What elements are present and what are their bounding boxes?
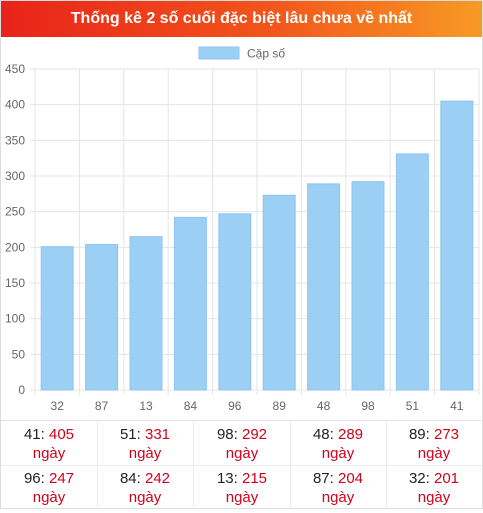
- stat-pair-number: 41: [23, 426, 41, 443]
- stat-separator: :: [329, 426, 338, 443]
- stat-days-value: 242: [145, 470, 171, 487]
- x-tick-label: 48: [317, 399, 331, 413]
- stat-days-unit: ngày: [417, 445, 451, 462]
- bar-87: [85, 243, 119, 391]
- x-tick-label: 32: [51, 399, 65, 413]
- stat-days-value: 215: [242, 470, 268, 487]
- stats-table: 41: 405 ngày 51: 331 ngày 98: 292 ngày 48: 289…: [1, 420, 482, 509]
- stat-cell: 96: 247 ngày: [4, 469, 94, 513]
- stat-days-value: 204: [338, 470, 364, 487]
- y-tick-label: 200: [5, 240, 25, 254]
- stat-pair-number: 89: [408, 426, 426, 443]
- stat-days-value: 201: [434, 470, 460, 487]
- stat-cell: 32: 201 ngày: [389, 469, 479, 513]
- stat-separator: :: [40, 470, 49, 487]
- y-tick-label: 150: [5, 276, 25, 290]
- stat-days-value: 273: [434, 426, 460, 443]
- x-tick-label: 41: [450, 399, 464, 413]
- bar-13: [129, 236, 163, 391]
- stat-days-unit: ngày: [128, 445, 162, 462]
- stat-separator: :: [233, 470, 242, 487]
- y-tick-label: 450: [5, 62, 25, 76]
- x-tick-label: 87: [95, 399, 109, 413]
- stat-days-value: 289: [338, 426, 364, 443]
- stat-days-value: 247: [49, 470, 75, 487]
- stat-days-value: 292: [242, 426, 268, 443]
- bar-96: [218, 213, 252, 391]
- x-tick-label: 89: [273, 399, 287, 413]
- stat-separator: :: [136, 470, 145, 487]
- stat-days-unit: ngày: [32, 445, 66, 462]
- y-tick-label: 300: [5, 169, 25, 183]
- stat-pair-number: 84: [119, 470, 137, 487]
- stat-separator: :: [233, 426, 242, 443]
- stat-days-value: 331: [145, 426, 171, 443]
- y-tick-label: 0: [18, 383, 25, 397]
- x-tick-label: 96: [228, 399, 242, 413]
- panel-header: Thống kê 2 số cuối đặc biệt lâu chưa về …: [1, 1, 482, 37]
- stat-pair-number: 96: [23, 470, 41, 487]
- bar-chart: Cặp số 0 50 100 150 200 250 300 350 400 450 32 87 13 8…: [1, 39, 482, 414]
- bar-84: [173, 216, 207, 391]
- bar-32: [40, 246, 74, 391]
- stat-cell: 84: 242 ngày: [100, 469, 190, 513]
- stat-pair-number: 32: [408, 470, 426, 487]
- bar-89: [262, 194, 296, 391]
- bar-chart-svg: Cặp số 0 50 100 150 200 250 300 350 400 450 32 87 13 8…: [5, 46, 480, 413]
- stat-days-unit: ngày: [417, 489, 451, 506]
- y-tick-label: 400: [5, 98, 25, 112]
- stat-days-unit: ngày: [225, 445, 259, 462]
- stat-separator: :: [136, 426, 145, 443]
- stat-days-unit: ngày: [128, 489, 162, 506]
- x-tick-label: 13: [139, 399, 153, 413]
- stat-cell: 98: 292 ngày: [197, 425, 287, 469]
- bar-98: [351, 181, 385, 391]
- y-tick-label: 50: [12, 347, 26, 361]
- stat-pair-number: 13: [216, 470, 234, 487]
- stat-days-unit: ngày: [321, 489, 355, 506]
- stat-pair-number: 87: [312, 470, 330, 487]
- stat-cell: 48: 289 ngày: [293, 425, 383, 469]
- stat-cell: 89: 273 ngày: [389, 425, 479, 469]
- stat-cell: 13: 215 ngày: [197, 469, 287, 513]
- legend-swatch: [198, 46, 240, 60]
- y-tick-label: 250: [5, 205, 25, 219]
- stat-pair-number: 98: [216, 426, 234, 443]
- bar-48: [307, 183, 341, 391]
- stat-cell: 41: 405 ngày: [4, 425, 94, 469]
- stat-pair-number: 48: [312, 426, 330, 443]
- stat-pair-number: 51: [119, 426, 137, 443]
- x-tick-label: 84: [184, 399, 198, 413]
- bar-41: [440, 100, 474, 391]
- stat-separator: :: [425, 426, 434, 443]
- stat-cell: 51: 331 ngày: [100, 425, 190, 469]
- stat-days-unit: ngày: [321, 445, 355, 462]
- table-divider: [1, 465, 482, 466]
- x-tick-label: 51: [406, 399, 420, 413]
- stat-separator: :: [329, 470, 338, 487]
- x-tick-label: 98: [361, 399, 375, 413]
- panel-title: Thống kê 2 số cuối đặc biệt lâu chưa về …: [70, 10, 413, 27]
- stat-days-value: 405: [49, 426, 75, 443]
- stat-days-unit: ngày: [32, 489, 66, 506]
- y-tick-label: 350: [5, 133, 25, 147]
- stat-separator: :: [425, 470, 434, 487]
- legend-label: Cặp số: [247, 47, 285, 61]
- stat-cell: 87: 204 ngày: [293, 469, 383, 513]
- stat-separator: :: [40, 426, 49, 443]
- stat-days-unit: ngày: [225, 489, 259, 506]
- bar-51: [395, 153, 429, 391]
- y-tick-label: 100: [5, 312, 25, 326]
